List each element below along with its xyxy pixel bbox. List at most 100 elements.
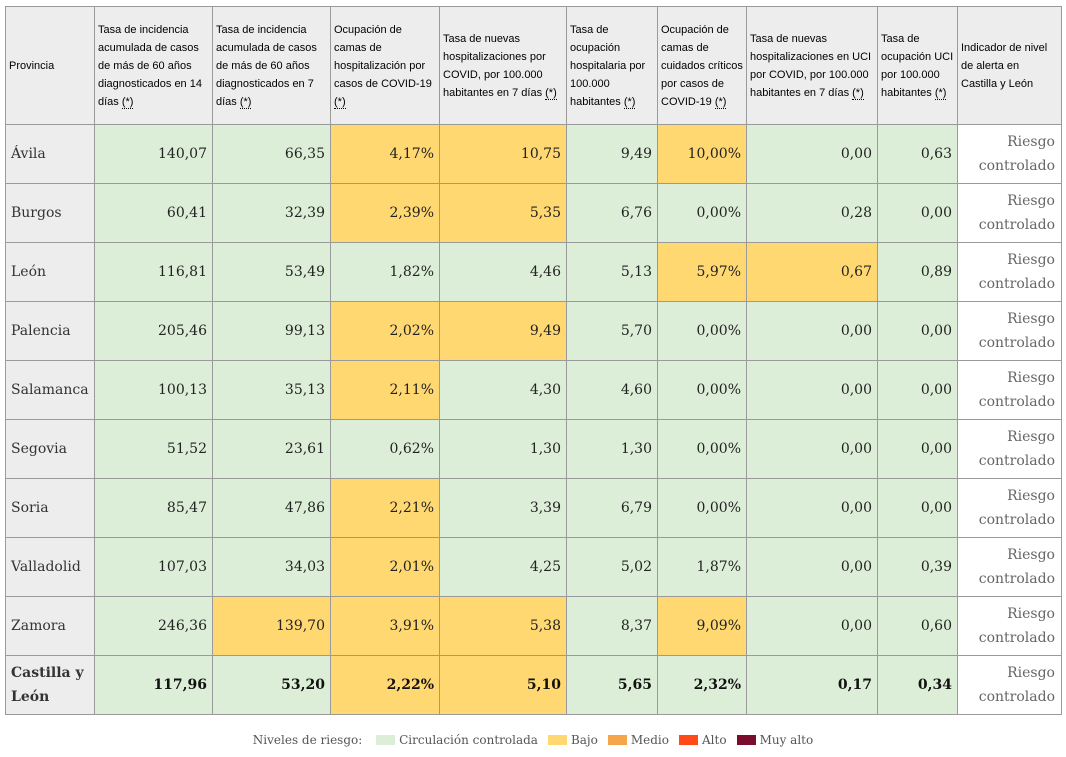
legend-swatch	[736, 735, 756, 745]
indicator-value-cell: 66,35	[212, 124, 331, 184]
province-cell: Valladolid	[5, 537, 95, 597]
table-row-zamora: Zamora 246,36 139,70 3,91% 5,38 8,37 9,09% 0,00…	[5, 596, 1062, 656]
table-row-total: Castilla y León 117,96 53,20 2,22% 5,10 5,65 2…	[5, 655, 1062, 715]
indicator-value-cell: 35,13	[212, 360, 331, 420]
indicator-value-cell: 0,63	[877, 124, 958, 184]
column-header-text: Tasa de ocupación UCI por 100.000 habita…	[881, 32, 954, 99]
indicator-value-cell: 205,46	[94, 301, 213, 361]
table-header-row: Provincia Tasa de incidencia acumulada de…	[5, 6, 1062, 125]
indicator-value-cell: 9,09%	[657, 596, 747, 656]
indicator-value-cell: 4,30	[439, 360, 567, 420]
indicator-value-cell: 2,02%	[330, 301, 440, 361]
column-header-text: Tasa de nuevas hospitalizaciones en UCI …	[750, 32, 872, 99]
legend-label: Bajo	[570, 733, 598, 747]
alert-level-cell: Riesgo controlado	[957, 183, 1062, 243]
column-header-text: Tasa de ocupación hospitalaria por 100.0…	[570, 23, 646, 108]
indicator-value-cell: 3,91%	[330, 596, 440, 656]
column-header-1: Provincia	[5, 6, 95, 125]
column-header-note[interactable]: (*)	[334, 95, 346, 109]
table-row-soria: Soria 85,47 47,86 2,21% 3,39 6,79 0,00% 0,00 0,0…	[5, 478, 1062, 538]
column-header-note[interactable]: (*)	[934, 86, 947, 100]
indicator-value-cell: 0,28	[746, 183, 878, 243]
indicator-value-cell: 0,34	[877, 655, 958, 715]
indicator-value-cell: 246,36	[94, 596, 213, 656]
legend-swatch	[607, 735, 627, 745]
indicator-value-cell: 6,79	[566, 478, 658, 538]
legend-swatch	[376, 735, 396, 745]
column-header-text: Ocupación de camas de hospitalización po…	[334, 23, 432, 90]
indicator-value-cell: 0,00	[877, 183, 958, 243]
column-header-7: Ocupación de camas de cuidados críticos …	[657, 6, 747, 125]
column-header-text: Tasa de incidencia acumulada de casos de…	[98, 23, 202, 108]
indicator-value-cell: 0,89	[877, 242, 958, 302]
indicator-value-cell: 5,97%	[657, 242, 747, 302]
indicator-value-cell: 4,46	[439, 242, 567, 302]
indicator-value-cell: 1,87%	[657, 537, 747, 597]
indicator-value-cell: 140,07	[94, 124, 213, 184]
column-header-note[interactable]: (*)	[623, 95, 636, 109]
indicator-value-cell: 0,00	[877, 301, 958, 361]
table-row-segovia: Segovia 51,52 23,61 0,62% 1,30 1,30 0,00% 0,00 0…	[5, 419, 1062, 479]
indicator-value-cell: 139,70	[212, 596, 331, 656]
column-header-note[interactable]: (*)	[852, 86, 864, 100]
indicator-value-cell: 117,96	[94, 655, 213, 715]
indicator-value-cell: 0,00%	[657, 360, 747, 420]
legend-label: Medio	[630, 733, 669, 747]
indicator-value-cell: 0,00	[746, 596, 878, 656]
indicator-value-cell: 10,00%	[657, 124, 747, 184]
indicator-value-cell: 32,39	[212, 183, 331, 243]
table-row-burgos: Burgos 60,41 32,39 2,39% 5,35 6,76 0,00% 0,28 0,…	[5, 183, 1062, 243]
risk-legend: Niveles de riesgo: Circulación controlad…	[0, 733, 1066, 747]
indicator-value-cell: 53,20	[212, 655, 331, 715]
indicator-value-cell: 6,76	[566, 183, 658, 243]
table-row-palencia: Palencia 205,46 99,13 2,02% 9,49 5,70 0,00% 0,0…	[5, 301, 1062, 361]
province-cell: Segovia	[5, 419, 95, 479]
indicator-value-cell: 10,75	[439, 124, 567, 184]
province-cell: Zamora	[5, 596, 95, 656]
alert-level-cell: Riesgo controlado	[957, 419, 1062, 479]
legend-items: Circulación controlada Bajo Medio Alto Muy a…	[371, 733, 818, 747]
table-row-leon: León 116,81 53,49 1,82% 4,46 5,13 5,97% 0,67 0,8…	[5, 242, 1062, 302]
indicator-value-cell: 2,22%	[330, 655, 440, 715]
column-header-note[interactable]: (*)	[239, 95, 252, 109]
column-header-note[interactable]: (*)	[121, 95, 134, 109]
indicator-value-cell: 0,00	[746, 419, 878, 479]
alert-level-cell: Riesgo controlado	[957, 596, 1062, 656]
alert-level-cell: Riesgo controlado	[957, 301, 1062, 361]
column-header-note[interactable]: (*)	[545, 86, 557, 100]
alert-level-cell: Riesgo controlado	[957, 360, 1062, 420]
indicator-value-cell: 5,10	[439, 655, 567, 715]
indicator-value-cell: 5,02	[566, 537, 658, 597]
indicator-value-cell: 5,70	[566, 301, 658, 361]
province-cell: León	[5, 242, 95, 302]
indicator-value-cell: 5,35	[439, 183, 567, 243]
indicator-value-cell: 2,32%	[657, 655, 747, 715]
indicator-value-cell: 0,00	[877, 419, 958, 479]
indicator-value-cell: 0,39	[877, 537, 958, 597]
legend-label: Circulación controlada	[399, 733, 538, 747]
indicator-value-cell: 0,00	[746, 537, 878, 597]
legend-item-circulacion-controlada: Circulación controlada	[376, 733, 538, 747]
indicator-value-cell: 2,21%	[330, 478, 440, 538]
legend-label: Muy alto	[759, 733, 814, 747]
column-header-note[interactable]: (*)	[714, 95, 727, 109]
indicator-value-cell: 8,37	[566, 596, 658, 656]
alert-level-cell: Riesgo controlado	[957, 537, 1062, 597]
province-cell: Salamanca	[5, 360, 95, 420]
table-row-salamanca: Salamanca 100,13 35,13 2,11% 4,30 4,60 0,00% 0,…	[5, 360, 1062, 420]
indicator-value-cell: 2,11%	[330, 360, 440, 420]
indicator-value-cell: 100,13	[94, 360, 213, 420]
column-header-2: Tasa de incidencia acumulada de casos de…	[94, 6, 213, 125]
column-header-5: Tasa de nuevas hospitalizaciones por COV…	[439, 6, 567, 125]
column-header-text: Tasa de nuevas hospitalizaciones por COV…	[443, 32, 546, 99]
legend-swatch	[679, 735, 698, 745]
indicator-value-cell: 0,00	[877, 478, 958, 538]
indicator-value-cell: 53,49	[212, 242, 331, 302]
indicator-value-cell: 34,03	[212, 537, 331, 597]
indicator-value-cell: 1,82%	[330, 242, 440, 302]
alert-level-cell: Riesgo controlado	[957, 242, 1062, 302]
indicator-value-cell: 0,67	[746, 242, 878, 302]
indicator-value-cell: 0,62%	[330, 419, 440, 479]
province-cell: Ávila	[5, 124, 95, 184]
indicator-value-cell: 0,00%	[657, 419, 747, 479]
